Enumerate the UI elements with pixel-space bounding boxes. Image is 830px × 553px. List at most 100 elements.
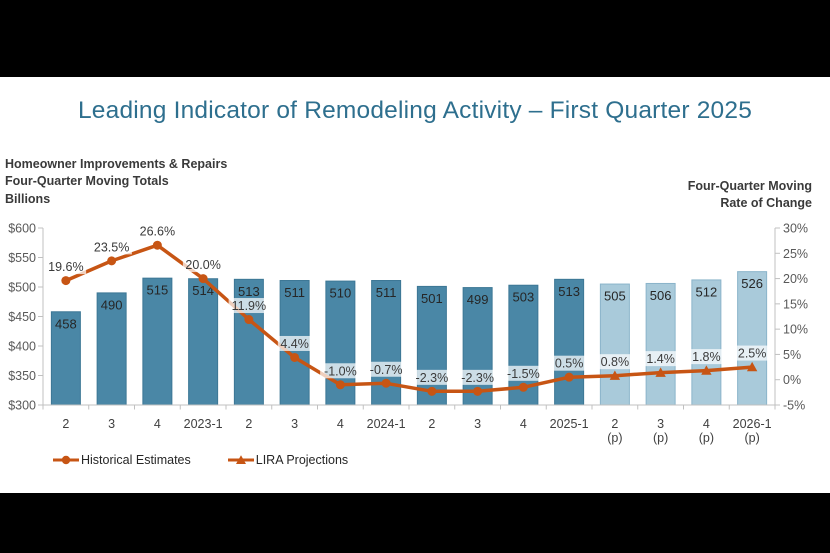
rate-label-backing bbox=[457, 369, 498, 385]
projection-bar bbox=[645, 282, 676, 406]
rate-label-backing bbox=[228, 298, 270, 314]
bar-value-label: 513 bbox=[238, 284, 260, 299]
rate-label-backing bbox=[689, 349, 724, 365]
x-axis-label: 3 bbox=[474, 417, 481, 431]
rate-label-backing bbox=[411, 369, 453, 385]
bar-value-label: 515 bbox=[147, 283, 169, 298]
historical-point-marker bbox=[518, 382, 528, 392]
historical-bar bbox=[462, 287, 493, 406]
right-axis-tick-label: -5% bbox=[783, 399, 805, 413]
rate-label-backing bbox=[598, 354, 632, 370]
historical-point-marker bbox=[107, 256, 117, 266]
historical-bar bbox=[142, 277, 173, 406]
rate-point-label: 11.9% bbox=[232, 299, 267, 313]
rate-label-backing bbox=[503, 365, 544, 381]
triangle-on-line-icon bbox=[227, 455, 254, 464]
historical-point-marker bbox=[473, 386, 483, 396]
x-axis-label-projection-suffix: (p) bbox=[607, 431, 622, 445]
x-axis-label: 4 bbox=[154, 417, 161, 431]
rate-point-label: 19.6% bbox=[48, 260, 83, 274]
rate-point-label: 0.8% bbox=[601, 355, 630, 369]
historical-point-marker bbox=[244, 315, 254, 325]
left-axis-tick-label: $300 bbox=[8, 399, 36, 413]
right-axis-tick-label: 15% bbox=[783, 297, 808, 311]
historical-point-marker bbox=[152, 240, 162, 250]
legend-label-projections: LIRA Projections bbox=[255, 453, 349, 467]
historical-bar bbox=[50, 311, 81, 406]
bar-value-label: 512 bbox=[696, 284, 718, 299]
rate-point-label: 4.4% bbox=[280, 337, 309, 351]
rate-label-backing bbox=[45, 259, 87, 275]
rate-label-backing bbox=[552, 355, 586, 371]
bar-value-label: 511 bbox=[376, 285, 397, 300]
x-axis-label: 2025-1 bbox=[550, 417, 589, 431]
x-axis-label-projection-suffix: (p) bbox=[744, 431, 759, 445]
bar-value-label: 458 bbox=[55, 316, 77, 331]
left-axis-tick-label: $450 bbox=[8, 310, 36, 324]
left-axis-tick-label: $550 bbox=[8, 251, 36, 265]
x-axis-label: 2 bbox=[428, 417, 435, 431]
projection-point-marker bbox=[746, 361, 758, 372]
chart-legend: Historical Estimates LIRA Projections bbox=[52, 453, 348, 467]
rate-point-label: 2.5% bbox=[738, 347, 767, 361]
rate-label-backing bbox=[320, 363, 361, 379]
x-axis-label-projection-suffix: (p) bbox=[699, 431, 714, 445]
rate-point-label: -0.7% bbox=[370, 363, 403, 377]
right-axis-tick-label: 30% bbox=[783, 222, 808, 236]
historical-point-marker bbox=[198, 274, 208, 284]
rate-point-label: 26.6% bbox=[140, 225, 175, 239]
left-axis-title-line3: Billions bbox=[5, 191, 51, 206]
x-axis-label: 2 bbox=[62, 417, 69, 431]
x-axis-label: 2026-1 bbox=[733, 417, 772, 431]
legend-item-projections: LIRA Projections bbox=[227, 453, 348, 467]
x-axis-label: 2023-1 bbox=[184, 417, 223, 431]
projection-point-marker bbox=[701, 365, 712, 375]
x-axis-label: 4 bbox=[520, 417, 527, 431]
right-axis-tick-label: 5% bbox=[783, 348, 801, 362]
rate-point-label: -1.0% bbox=[324, 364, 357, 378]
x-axis-label: 2024-1 bbox=[367, 417, 406, 431]
right-axis-title: Four-Quarter Moving Rate of Change bbox=[688, 178, 812, 213]
right-axis-title-line1: Four-Quarter Moving bbox=[687, 179, 812, 193]
historical-point-marker bbox=[335, 380, 345, 390]
historical-bar bbox=[554, 278, 585, 406]
rate-label-backing bbox=[365, 361, 407, 377]
page-title: Leading Indicator of Remodeling Activity… bbox=[77, 97, 753, 124]
rate-point-label: -2.3% bbox=[461, 371, 494, 385]
bar-value-label: 514 bbox=[192, 283, 214, 298]
right-axis-tick-label: 20% bbox=[783, 272, 808, 286]
historical-point-marker bbox=[427, 386, 437, 396]
legend-item-historical: Historical Estimates bbox=[52, 453, 191, 467]
rate-point-label: 0.5% bbox=[555, 357, 584, 371]
bar-value-label: 499 bbox=[467, 292, 489, 307]
left-axis-title-line1: Homeowner Improvements & Repairs bbox=[5, 157, 228, 171]
circle-on-line-icon bbox=[53, 455, 79, 465]
x-axis-label: 3 bbox=[108, 417, 115, 431]
bar-value-label: 506 bbox=[650, 288, 672, 303]
legend-label-historical: Historical Estimates bbox=[81, 453, 191, 467]
historical-point-marker bbox=[564, 372, 574, 382]
bar-value-label: 501 bbox=[421, 291, 443, 306]
x-axis-label: 4 bbox=[703, 417, 710, 431]
rate-point-label: 1.8% bbox=[692, 350, 721, 364]
left-axis-title-line2: Four-Quarter Moving Totals bbox=[5, 174, 169, 189]
right-axis-tick-label: 0% bbox=[783, 373, 801, 387]
historical-point-marker bbox=[61, 276, 71, 286]
rate-point-label: 23.5% bbox=[94, 240, 129, 254]
chart-panel: Leading Indicator of Remodeling Activity… bbox=[0, 77, 830, 493]
rate-line bbox=[64, 243, 754, 394]
left-axis-tick-label: $500 bbox=[8, 281, 36, 295]
left-axis-tick-label: $400 bbox=[8, 340, 36, 354]
x-axis-label: 4 bbox=[337, 417, 344, 431]
right-axis-tick-label: 25% bbox=[783, 247, 808, 261]
rate-point-label: -1.5% bbox=[507, 367, 540, 381]
bar-value-label: 511 bbox=[284, 285, 305, 300]
historical-point-marker bbox=[290, 352, 300, 362]
rate-label-backing bbox=[277, 335, 312, 351]
historical-bar bbox=[188, 278, 219, 406]
historical-bar bbox=[96, 292, 127, 406]
chart-svg: $600$550$500$450$400$350$30030%25%20%15%… bbox=[8, 222, 808, 446]
x-axis-label: 2 bbox=[611, 417, 618, 431]
rate-label-backing bbox=[91, 239, 132, 255]
rate-point-label: 20.0% bbox=[185, 258, 220, 272]
